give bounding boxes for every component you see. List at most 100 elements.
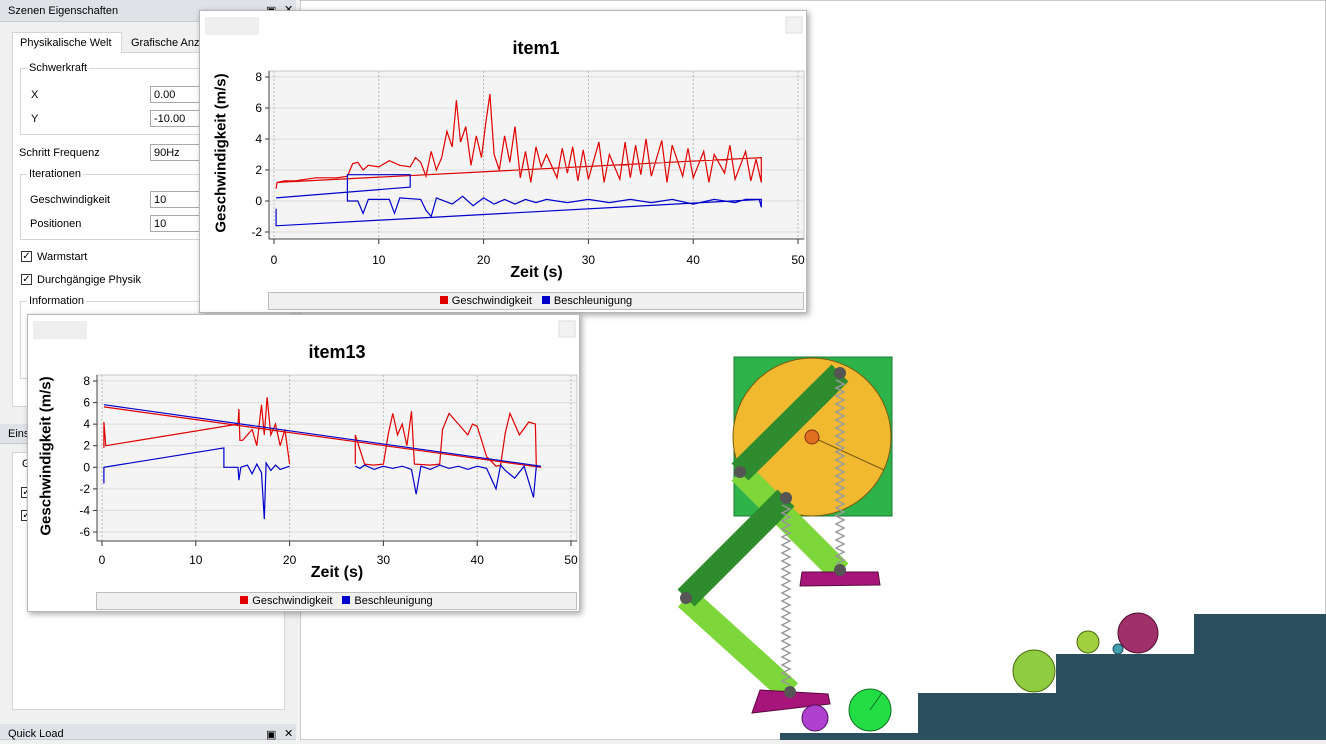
axle xyxy=(804,429,820,445)
data-line xyxy=(103,404,542,520)
label: Durchgängige Physik xyxy=(37,274,141,286)
label: Schritt Frequenz xyxy=(19,147,100,159)
input[interactable]: 10 xyxy=(150,215,202,232)
y-tick-label: 2 xyxy=(255,163,262,177)
x-tick-label: 30 xyxy=(377,553,391,567)
input[interactable]: 10 xyxy=(150,191,202,208)
input[interactable]: 90Hz xyxy=(150,144,202,161)
y-tick-label: 8 xyxy=(255,70,262,84)
legend: Geschwindigkeit Beschleunigung xyxy=(268,292,804,310)
chart-title: item13 xyxy=(308,342,365,362)
group-title: Iterationen xyxy=(27,168,83,180)
x-tick-label: 40 xyxy=(687,253,701,267)
title-bar-caption xyxy=(205,17,259,35)
legend-item: Beschleunigung xyxy=(342,595,433,607)
leg xyxy=(677,489,795,607)
close-button[interactable] xyxy=(558,320,576,338)
input[interactable]: 0.00 xyxy=(150,86,202,103)
y-tick-label: 8 xyxy=(83,374,90,388)
y-tick-label: -6 xyxy=(79,525,90,539)
spring xyxy=(834,379,846,565)
plot-area xyxy=(96,374,578,542)
legend-item: Beschleunigung xyxy=(541,295,633,307)
legend-swatch xyxy=(342,596,351,604)
data-line xyxy=(103,397,542,468)
stairs xyxy=(780,614,1326,740)
x-tick-label: 0 xyxy=(271,253,278,267)
joint xyxy=(834,564,846,576)
x-tick-label: 30 xyxy=(582,253,596,267)
x-tick-label: 10 xyxy=(372,253,386,267)
x-tick-label: 10 xyxy=(189,553,203,567)
tab[interactable]: Grafische Anz xyxy=(131,37,200,49)
close-button[interactable]: ✕ xyxy=(284,728,294,740)
group-title: Information xyxy=(27,295,87,307)
x-axis-label: Zeit (s) xyxy=(510,264,562,281)
y-tick-label: 4 xyxy=(255,132,262,146)
joint xyxy=(680,592,692,604)
y-tick-label: 6 xyxy=(255,101,262,115)
ball xyxy=(1012,649,1056,693)
y-tick-label: -4 xyxy=(79,503,90,517)
x-tick-label: 50 xyxy=(564,553,578,567)
y-tick-label: 0 xyxy=(83,460,90,474)
y-axis-label: Geschwindigkeit (m/s) xyxy=(37,376,55,536)
x-tick-label: 0 xyxy=(99,553,106,567)
ball xyxy=(801,704,829,732)
x-tick-label: 40 xyxy=(471,553,485,567)
label: Geschwindigkeit xyxy=(30,194,111,206)
y-tick-label: 6 xyxy=(83,396,90,410)
legend-item: Geschwindigkeit xyxy=(439,295,532,307)
legend: Geschwindigkeit Beschleunigung xyxy=(96,592,577,610)
legend-label: Beschleunigung xyxy=(354,595,433,607)
legend-swatch xyxy=(240,596,249,604)
label: Positionen xyxy=(30,218,82,230)
checkbox[interactable]: ✓ xyxy=(21,251,32,262)
legend-label: Geschwindigkeit xyxy=(252,595,333,607)
wheel-spoke xyxy=(811,436,885,471)
data-line xyxy=(275,94,762,189)
data-line xyxy=(275,174,762,227)
x-axis-label: Zeit (s) xyxy=(311,564,363,581)
x-tick-label: 20 xyxy=(477,253,491,267)
leg xyxy=(731,463,849,581)
leg xyxy=(677,589,799,701)
y-tick-label: -2 xyxy=(79,482,90,496)
plot-area xyxy=(268,70,805,240)
legend-label: Beschleunigung xyxy=(553,295,633,307)
ball xyxy=(1117,612,1159,654)
y-tick-label: 2 xyxy=(83,439,90,453)
x-tick-label: 20 xyxy=(283,553,297,567)
foot xyxy=(751,689,831,714)
chart: item13 Zeit (s) -6 -4 -2 0 2 4 6 8 0 10 20 30 40 50 xyxy=(33,320,578,581)
tab[interactable]: Physikalische Welt xyxy=(12,32,122,53)
ball xyxy=(1112,643,1124,655)
joint xyxy=(834,367,846,379)
joint xyxy=(784,686,796,698)
leg xyxy=(731,364,849,481)
y-tick-label: -2 xyxy=(251,225,262,239)
checkbox[interactable]: ✓ xyxy=(21,274,32,285)
label: G xyxy=(22,458,31,470)
legend-swatch xyxy=(541,296,550,304)
spring xyxy=(780,504,792,686)
chart: item1 Zeit (s) -2 0 2 4 6 8 0 10 20 30 40 50 xyxy=(205,16,805,281)
legend-swatch xyxy=(439,296,448,304)
close-button[interactable] xyxy=(785,16,803,34)
float-button[interactable]: ▣ xyxy=(266,729,277,741)
legend-label: Geschwindigkeit xyxy=(451,295,532,307)
foot xyxy=(799,571,881,587)
x-tick-label: 50 xyxy=(791,253,805,267)
group-title: Schwerkraft xyxy=(27,62,90,74)
ball-spoke xyxy=(869,692,883,711)
chart-window: item13 Zeit (s) -6 -4 -2 0 2 4 6 8 0 10 20 30 40 50 Gesc… xyxy=(27,314,580,612)
chart-window: item1 Zeit (s) -2 0 2 4 6 8 0 10 20 30 40 50 Geschwind… xyxy=(199,10,807,313)
y-tick-label: 0 xyxy=(255,194,262,208)
title-bar-caption xyxy=(33,321,87,339)
panel-title: Quick Load xyxy=(0,724,296,740)
chart-title: item1 xyxy=(512,38,559,58)
joint xyxy=(780,492,792,504)
input[interactable]: -10.00 xyxy=(150,110,202,127)
ball xyxy=(1076,630,1100,654)
